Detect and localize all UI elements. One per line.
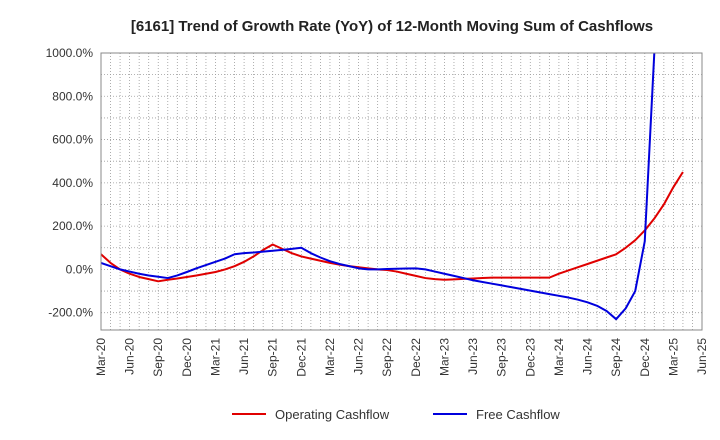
grid-layer <box>101 53 702 330</box>
x-tick-label: Mar-22 <box>323 338 337 376</box>
x-tick-label: Sep-20 <box>151 338 165 377</box>
series-line-free-cashflow <box>101 53 656 321</box>
x-tick-label: Sep-21 <box>266 338 280 377</box>
x-tick-label: Dec-22 <box>409 338 423 377</box>
y-tick-label: 800.0% <box>52 89 93 103</box>
x-tick-label: Mar-23 <box>437 338 451 376</box>
y-tick-label: 200.0% <box>52 219 93 233</box>
x-tick-label: Jun-23 <box>466 338 480 375</box>
x-tick-label: Sep-23 <box>495 338 509 377</box>
x-tick-label: Sep-22 <box>380 338 394 377</box>
series-line-operating-cashflow <box>101 171 684 283</box>
x-tick-label: Dec-21 <box>294 338 308 377</box>
legend-label-operating-cashflow: Operating Cashflow <box>275 407 390 422</box>
y-tick-label: 600.0% <box>52 133 93 147</box>
x-tick-label: Mar-20 <box>94 338 108 376</box>
y-tick-label: 400.0% <box>52 176 93 190</box>
x-tick-label: Mar-24 <box>552 338 566 376</box>
x-tick-label: Jun-22 <box>352 338 366 375</box>
legend-label-free-cashflow: Free Cashflow <box>476 407 560 422</box>
plot-frame <box>100 52 703 331</box>
y-tick-label: 1000.0% <box>46 46 94 60</box>
x-tick-label: Dec-23 <box>523 338 537 377</box>
x-tick-label: Mar-25 <box>666 338 680 376</box>
y-tick-label: -200.0% <box>48 306 93 320</box>
legend: Operating Cashflow Free Cashflow <box>232 407 560 422</box>
x-tick-label: Jun-25 <box>695 338 709 375</box>
x-tick-label: Dec-20 <box>180 338 194 377</box>
series-layer <box>101 53 684 321</box>
y-tick-label: 0.0% <box>66 262 94 276</box>
x-tick-label: Mar-21 <box>208 338 222 376</box>
x-tick-label: Jun-24 <box>581 338 595 375</box>
x-axis-tick-labels: Mar-20 Jun-20 Sep-20 Dec-20 Mar-21 Jun-21 Sep-… <box>94 338 709 377</box>
x-tick-label: Jun-21 <box>237 338 251 375</box>
x-tick-label: Dec-24 <box>638 338 652 377</box>
chart-title: [6161] Trend of Growth Rate (YoY) of 12-… <box>131 18 653 35</box>
y-axis-tick-labels: -200.0% 0.0% 200.0% 400.0% 600.0% 800.0% 1000.… <box>46 46 94 320</box>
x-tick-label: Jun-20 <box>123 338 137 375</box>
x-tick-label: Sep-24 <box>609 338 623 377</box>
